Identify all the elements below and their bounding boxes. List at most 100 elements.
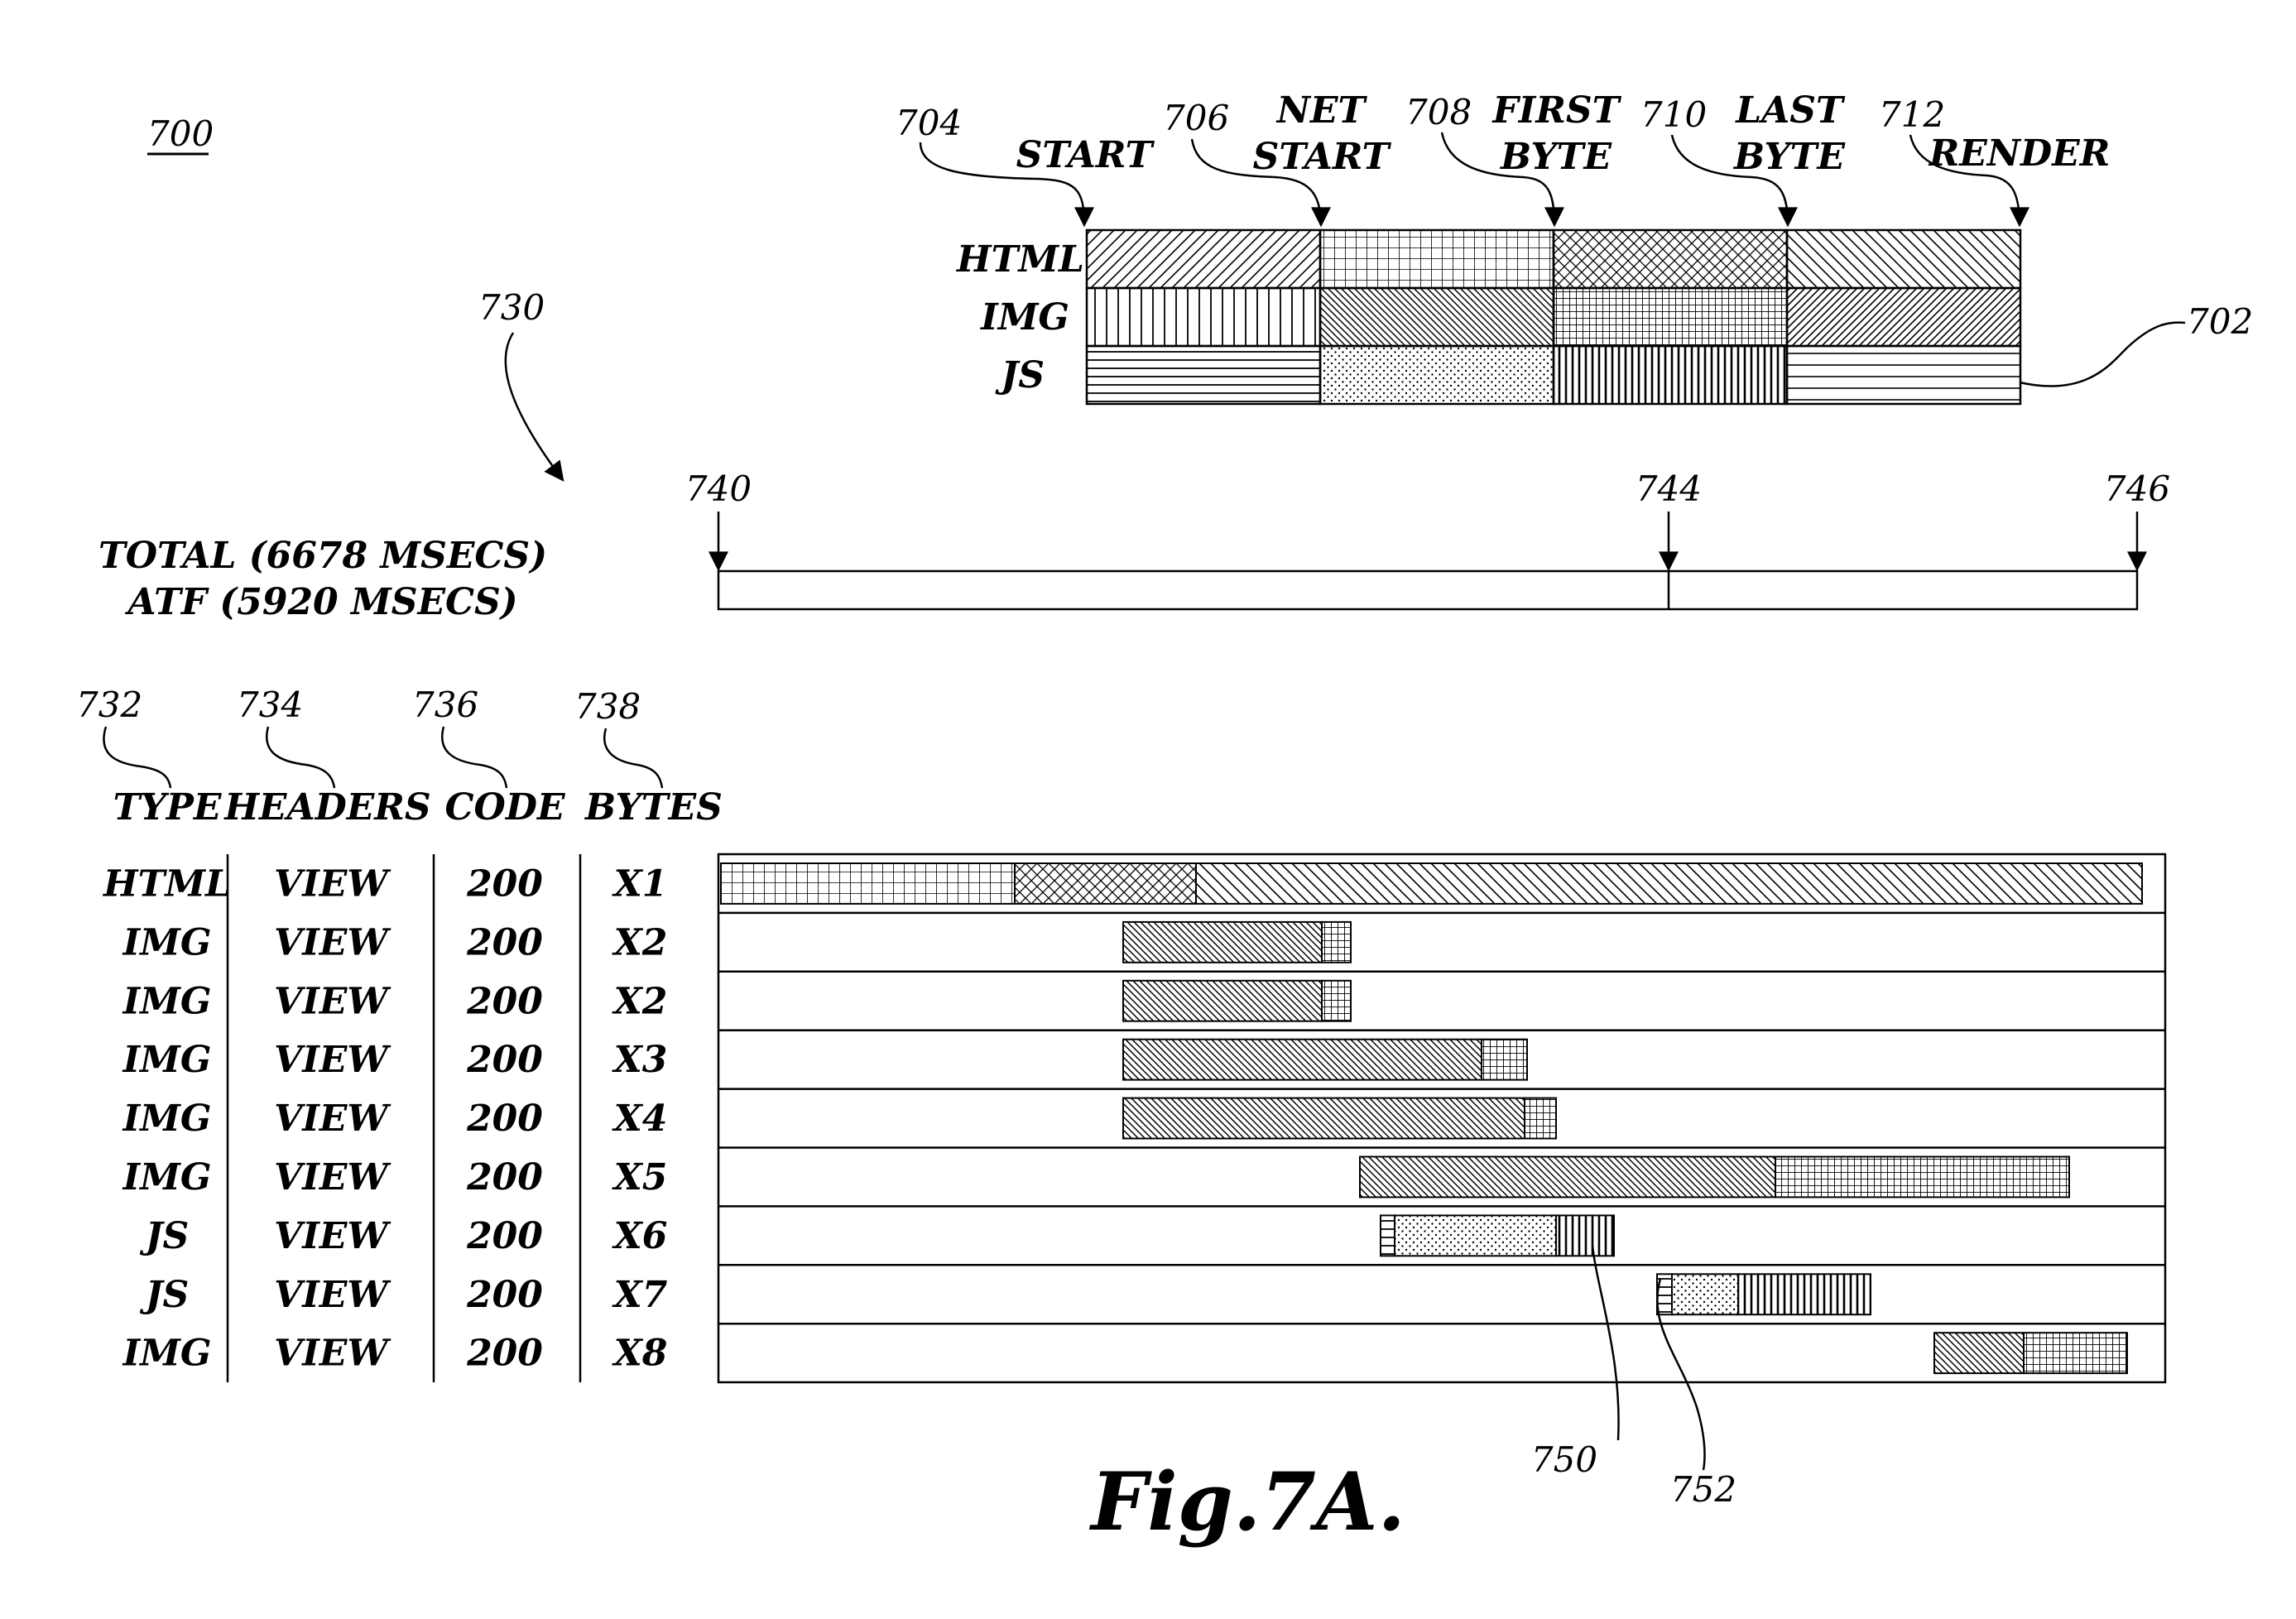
legend-diagram: START NET START FIRST BYTE LAST BYTE REN… <box>896 89 2253 404</box>
ref-730: 730 <box>478 287 545 328</box>
column-bytes-header: BYTES <box>584 786 723 829</box>
ref-702: 702 <box>2187 301 2253 342</box>
table-cell-code: 200 <box>466 921 543 963</box>
legend-cells <box>1087 230 2020 404</box>
waterfall-bar-row4-segment2 <box>1482 1040 1527 1080</box>
column-code-header: CODE <box>444 786 566 829</box>
table-cell-type: IMG <box>122 1039 212 1081</box>
waterfall-bar-row3-segment1 <box>1123 981 1322 1021</box>
table-cell-headers: VIEW <box>274 862 391 905</box>
table-cell-code: 200 <box>466 862 543 905</box>
atf-time-text: ATF (5920 MSECS) <box>124 581 517 623</box>
waterfall-bar-row5-segment1 <box>1123 1098 1525 1139</box>
table-body: HTMLVIEW200X1IMGVIEW200X2IMGVIEW200X2IMG… <box>102 854 2165 1382</box>
legend-row-js-label: JS <box>995 354 1045 396</box>
legend-cell-js-3 <box>1554 346 1787 404</box>
phase-net-start-label-2: START <box>1253 136 1392 178</box>
table-header: 732 734 736 738 TYPE HEADERS CODE BYTES <box>76 685 723 829</box>
legend-cell-html-1 <box>1087 230 1320 288</box>
table-cell-code: 200 <box>466 1333 543 1375</box>
ref-732: 732 <box>76 685 142 725</box>
ref-750: 750 <box>1531 1439 1597 1480</box>
waterfall-bar-row9-segment1 <box>1934 1333 2024 1373</box>
ref-706: 706 <box>1163 98 1229 138</box>
legend-cell-js-2 <box>1320 346 1554 404</box>
legend-row-img-label: IMG <box>979 296 1069 339</box>
ref-734: 734 <box>237 685 303 725</box>
table-cell-type: IMG <box>122 1098 212 1140</box>
table-cell-type: IMG <box>122 921 212 963</box>
phase-last-byte-label-2: BYTE <box>1732 136 1847 178</box>
waterfall-bar-row9-segment2 <box>2024 1333 2127 1373</box>
legend-cell-js-4 <box>1787 346 2020 404</box>
leader-702 <box>2020 323 2185 387</box>
phase-start-label: START <box>1016 134 1155 176</box>
table-cell-type: JS <box>140 1215 190 1257</box>
leader-732 <box>103 727 171 788</box>
waterfall-bar-row4-segment1 <box>1123 1040 1482 1080</box>
waterfall-bar-row7-segment2 <box>1395 1215 1556 1256</box>
legend-row-html-label: HTML <box>955 238 1084 281</box>
waterfall-bar-row1-segment3 <box>1196 863 2142 904</box>
waterfall-bar-row5-segment2 <box>1525 1098 1556 1139</box>
table-cell-headers: VIEW <box>274 1098 391 1140</box>
leader-734 <box>267 727 334 788</box>
total-time-text: TOTAL (6678 MSECS) <box>98 535 547 577</box>
column-headers-header: HEADERS <box>223 786 430 829</box>
ref-708: 708 <box>1405 92 1472 132</box>
table-cell-headers: VIEW <box>274 921 391 963</box>
waterfall-bar-row7-segment1 <box>1381 1215 1395 1256</box>
table-cell-bytes: X1 <box>612 862 668 905</box>
table-cell-type: IMG <box>122 1333 212 1375</box>
legend-cell-img-4 <box>1787 288 2020 346</box>
table-cell-code: 200 <box>466 980 543 1022</box>
phase-first-byte-label-1: FIRST <box>1491 89 1622 132</box>
table-cell-bytes: X2 <box>612 980 668 1022</box>
waterfall-bars <box>721 863 2142 1373</box>
table-cell-headers: VIEW <box>274 1215 391 1257</box>
legend-cell-html-3 <box>1554 230 1787 288</box>
figure-id-text: 700 <box>147 113 214 154</box>
table-cell-bytes: X2 <box>612 921 668 963</box>
ref-744: 744 <box>1636 468 1702 509</box>
ref-740: 740 <box>685 468 752 509</box>
ref-738: 738 <box>574 686 641 727</box>
ref-712: 712 <box>1879 94 1945 135</box>
figure-number: 700 <box>147 113 214 154</box>
table-cell-bytes: X5 <box>612 1156 668 1199</box>
ref-710: 710 <box>1640 94 1707 135</box>
leader-730 <box>506 333 563 480</box>
phase-net-start-label-1: NET <box>1275 89 1368 132</box>
table-cell-code: 200 <box>466 1098 543 1140</box>
table-cell-code: 200 <box>466 1156 543 1199</box>
ref-752: 752 <box>1670 1469 1736 1510</box>
legend-cell-html-4 <box>1787 230 2020 288</box>
table-cell-headers: VIEW <box>274 980 391 1022</box>
figure-caption: Fig.7A. <box>1088 1455 1405 1549</box>
waterfall-bar-row6-segment1 <box>1360 1157 1775 1198</box>
legend-cell-html-2 <box>1320 230 1554 288</box>
waterfall-bar-row7-segment3 <box>1556 1215 1614 1256</box>
table-cell-type: IMG <box>122 980 212 1022</box>
waterfall-bar-row3-segment2 <box>1322 981 1351 1021</box>
legend-cell-img-2 <box>1320 288 1554 346</box>
waterfall-bar-row2-segment2 <box>1322 922 1351 963</box>
timeline-bar <box>718 571 2137 609</box>
waterfall-bar-row6-segment2 <box>1775 1157 2069 1198</box>
ref-704: 704 <box>896 103 962 143</box>
ref-736: 736 <box>412 685 478 725</box>
leader-738 <box>604 728 662 788</box>
table-cell-headers: VIEW <box>274 1039 391 1081</box>
table-cell-headers: VIEW <box>274 1156 391 1199</box>
waterfall-bar-row2-segment1 <box>1123 922 1322 963</box>
table-cell-bytes: X8 <box>612 1333 668 1375</box>
phase-first-byte-label-2: BYTE <box>1499 136 1613 178</box>
table-cell-bytes: X4 <box>612 1098 668 1140</box>
waterfall-bar-row8-segment3 <box>1738 1274 1871 1314</box>
waterfall-bar-row1-segment1 <box>721 863 1015 904</box>
table-cell-code: 200 <box>466 1215 543 1257</box>
legend-cell-img-3 <box>1554 288 1787 346</box>
phase-last-byte-label-1: LAST <box>1734 89 1846 132</box>
phase-render-label: RENDER <box>1928 132 2111 175</box>
